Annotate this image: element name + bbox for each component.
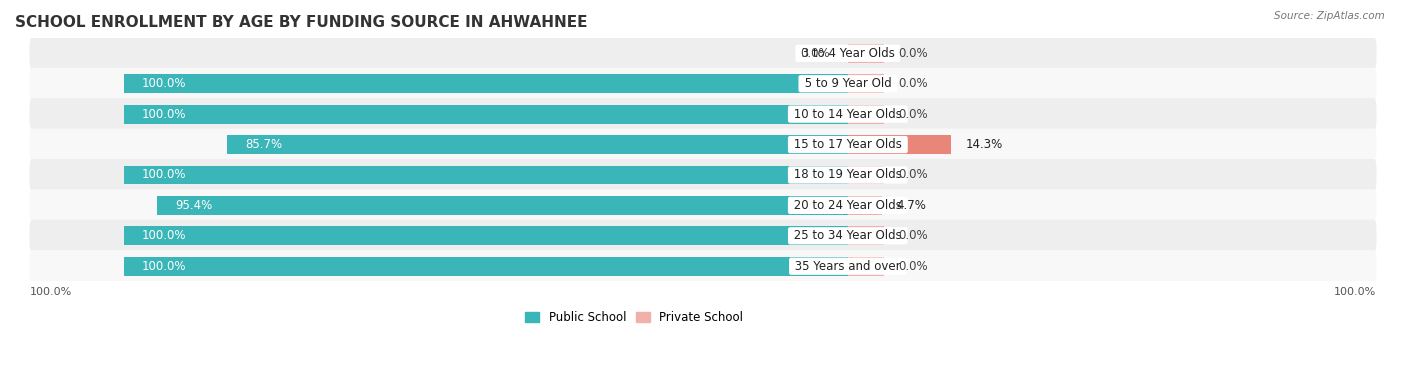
Text: 100.0%: 100.0% [142,260,186,273]
Bar [124,226,848,245]
Text: 3 to 4 Year Olds: 3 to 4 Year Olds [797,47,898,60]
Text: 100.0%: 100.0% [142,229,186,242]
FancyBboxPatch shape [30,129,1376,161]
Bar [228,135,848,154]
Text: 100.0%: 100.0% [142,169,186,181]
Text: 15 to 17 Year Olds: 15 to 17 Year Olds [790,138,905,151]
Text: 10 to 14 Year Olds: 10 to 14 Year Olds [790,108,905,121]
FancyBboxPatch shape [30,250,1376,282]
Text: Source: ZipAtlas.com: Source: ZipAtlas.com [1274,11,1385,21]
Bar [848,105,884,124]
FancyBboxPatch shape [30,189,1376,221]
Bar [848,166,884,184]
Text: 0.0%: 0.0% [898,108,928,121]
Text: 0.0%: 0.0% [898,77,928,90]
FancyBboxPatch shape [30,37,1376,69]
Text: 4.7%: 4.7% [897,199,927,212]
Text: 100.0%: 100.0% [1334,287,1376,297]
Text: 5 to 9 Year Old: 5 to 9 Year Old [800,77,896,90]
Bar [848,74,884,93]
Text: 100.0%: 100.0% [142,108,186,121]
Text: 25 to 34 Year Olds: 25 to 34 Year Olds [790,229,905,242]
FancyBboxPatch shape [30,68,1376,100]
Text: 0.0%: 0.0% [800,47,830,60]
Text: 0.0%: 0.0% [898,169,928,181]
Text: 100.0%: 100.0% [30,287,72,297]
Text: 0.0%: 0.0% [898,260,928,273]
Bar [124,105,848,124]
FancyBboxPatch shape [30,98,1376,130]
Text: 20 to 24 Year Olds: 20 to 24 Year Olds [790,199,905,212]
Text: 100.0%: 100.0% [142,77,186,90]
FancyBboxPatch shape [30,220,1376,252]
Bar [124,166,848,184]
Text: 35 Years and over: 35 Years and over [792,260,904,273]
Bar [157,196,848,215]
Text: 14.3%: 14.3% [966,138,1002,151]
Text: 0.0%: 0.0% [898,47,928,60]
Legend: Public School, Private School: Public School, Private School [520,307,748,329]
Text: SCHOOL ENROLLMENT BY AGE BY FUNDING SOURCE IN AHWAHNEE: SCHOOL ENROLLMENT BY AGE BY FUNDING SOUR… [15,15,588,30]
Text: 95.4%: 95.4% [176,199,212,212]
Bar [848,196,882,215]
Bar [848,257,884,276]
Bar [848,44,884,63]
FancyBboxPatch shape [30,159,1376,191]
Bar [124,257,848,276]
Bar [848,226,884,245]
Text: 18 to 19 Year Olds: 18 to 19 Year Olds [790,169,905,181]
Bar [848,135,952,154]
Bar [124,74,848,93]
Text: 0.0%: 0.0% [898,229,928,242]
Text: 85.7%: 85.7% [245,138,283,151]
